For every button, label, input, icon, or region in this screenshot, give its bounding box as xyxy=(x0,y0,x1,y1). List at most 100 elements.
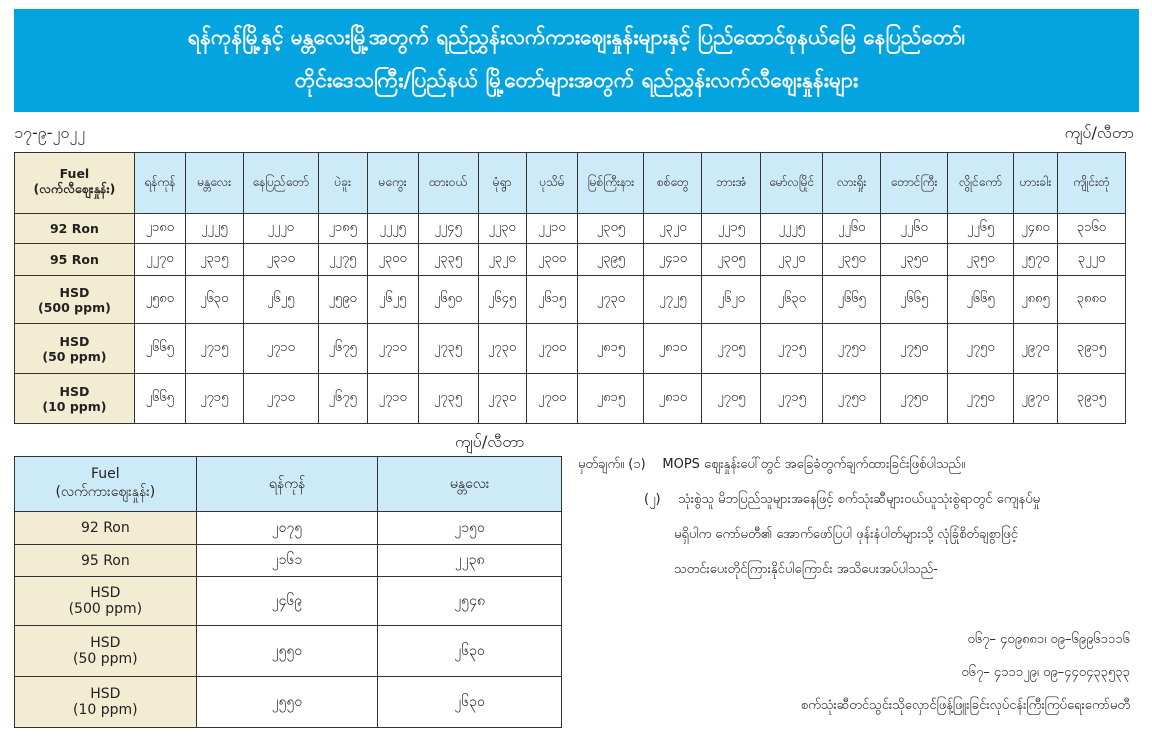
fuel-type: HSD (10 ppm) xyxy=(14,373,135,424)
price-cell: ၂၃၀၀ xyxy=(525,243,579,276)
table-row: 95 Ron ၂၁၆၁ ၂၂၃၈ xyxy=(14,544,562,577)
fuel-name: HSD xyxy=(59,284,90,300)
table-row: HSD (10 ppm) ၂၅၅၀ ၂၆၃၀ xyxy=(14,676,562,728)
price-cell: ၂၂၇၀ xyxy=(133,243,186,276)
city-header: လားရှိုး xyxy=(822,152,882,214)
notes: မှတ်ချက်။ (၁) MOPS ဈေးနှုန်းပေါ်တွင် အခြ… xyxy=(578,447,1138,587)
fuel-name: HSD xyxy=(90,686,121,702)
price-cell: ၂၆၆၅ xyxy=(880,275,949,324)
price-cell: ၂၂၂၅ xyxy=(184,213,244,244)
price-cell: ၂၇၁၅ xyxy=(184,323,244,374)
city-header: ဟားခါး xyxy=(1012,152,1058,214)
title-banner: ရန်ကုန်မြို့နှင့် မန္တလေးမြို့အတွက် ရည်ည… xyxy=(14,9,1139,112)
price-cell: ၂၂၂၀ xyxy=(242,213,319,244)
fuel-grade: (50 ppm) xyxy=(42,348,107,364)
fuel-type: HSD (10 ppm) xyxy=(14,676,197,728)
note-number: (၂) xyxy=(644,492,661,507)
note-text: MOPS ဈေးနှုန်းပေါ်တွင် အခြေခံတွက်ချက်ထား… xyxy=(662,457,966,472)
price-cell: ၂၀၇၅ xyxy=(195,511,379,545)
price-cell: ၂၆၆၅ xyxy=(947,275,1014,324)
price-cell: ၂၁၈၅ xyxy=(317,213,368,244)
contact-block: ၀၆၇– ၄၀၉၈၈၁၊ ၀၉–၆၉၉၆၁၁၁၆ ၀၆၇– ၄၁၁၁၂၉၊ ၀၉… xyxy=(801,623,1130,722)
fuel-header-label: Fuel xyxy=(91,465,120,482)
price-cell: ၂၇၀၅ xyxy=(701,373,762,424)
note-text: မရှိပါက ကော်မတီ၏ အောက်ဖော်ပြပါ ဖုန်းနံပါ… xyxy=(674,527,1018,542)
price-cell: ၂၆၂၀ xyxy=(701,275,762,324)
price-cell: ၃၂၂၀ xyxy=(1056,243,1127,276)
committee-name: စက်သုံးဆီတင်သွင်းသိုလှောင်ဖြန့်ဖြူးခြင်း… xyxy=(800,698,1130,713)
price-cell: ၂၃၀၅ xyxy=(701,243,762,276)
price-cell: ၂၃၉၅ xyxy=(577,243,645,276)
fuel-name: 92 Ron xyxy=(80,520,130,536)
price-cell: ၃၈၈၀ xyxy=(1056,275,1127,324)
price-cell: ၂၃၅၀ xyxy=(822,243,882,276)
price-cell: ၂၁၈၀ xyxy=(133,213,186,244)
price-cell: ၂၂၄၅ xyxy=(417,213,479,244)
price-cell: ၂၃၅၀ xyxy=(880,243,949,276)
phone-line: ၀၆၇– ၄၁၁၁၂၉၊ ၀၉–၄၄၀၄၃၃၅၃၃ xyxy=(961,665,1130,680)
city-header: ရန်ကုန် xyxy=(133,152,186,214)
city-header: မော်လမြိုင် xyxy=(760,152,824,214)
price-cell: ၂၇၃၅ xyxy=(417,373,479,424)
price-cell: ၂၇၀၀ xyxy=(525,323,579,374)
price-cell: ၂၆၆၅ xyxy=(822,275,882,324)
price-cell: ၂၆၆၅ xyxy=(133,323,186,374)
city-header: မန္တလေး xyxy=(377,456,562,512)
city-header: မကွေး xyxy=(366,152,419,214)
note-text: သုံးစွဲသူ မိဘပြည်သူများအနေဖြင့် စက်သုံးဆ… xyxy=(678,492,1041,507)
price-cell: ၂၇၀၅ xyxy=(701,323,762,374)
price-cell: ၂၄၆၉ xyxy=(195,576,379,626)
table-row: 92 Ron ၂၀၇၅ ၂၁၅၀ xyxy=(14,511,562,545)
fuel-header: Fuel (လက်လီဈေးနှုန်း) xyxy=(14,152,135,214)
price-cell: ၃၁၆၀ xyxy=(1056,213,1127,244)
fuel-type: HSD (50 ppm) xyxy=(14,323,135,374)
fuel-grade: (500 ppm) xyxy=(68,601,143,617)
price-cell: ၂၆၃၀ xyxy=(377,676,562,728)
table-row: 95 Ron ၂၂၇၀ ၂၃၁၅ ၂၃၁၀ ၂၂၇၅ ၂၃၀၀ ၂၃၃၅ ၂၃၂၀ ၂၃၀၀ ၂၃… xyxy=(14,243,1127,276)
price-cell: ၂၆၃၀ xyxy=(377,625,562,677)
price-cell: ၂၂၂၅ xyxy=(366,213,419,244)
price-cell: ၂၆၆၅ xyxy=(133,373,186,424)
price-cell: ၂၅၄၈ xyxy=(377,576,562,626)
table-row: HSD (10 ppm) ၂၆၆၅ ၂၇၁၅ ၂၇၁၀ ၂၆၇၅ ၂၇၁၀ ၂၇၃၅ ၂၇၃၀၂… xyxy=(14,373,1127,424)
fuel-grade: (500 ppm) xyxy=(38,299,111,315)
city-header: စစ်တွေ xyxy=(643,152,703,214)
price-cell: ၂၈၁၀ xyxy=(643,323,703,374)
fuel-name: 95 Ron xyxy=(80,552,130,569)
fuel-grade: (10 ppm) xyxy=(42,398,107,414)
fuel-grade: (10 ppm) xyxy=(73,702,138,718)
fuel-grade: (50 ppm) xyxy=(73,651,138,667)
price-cell: ၂၃၀၀ xyxy=(366,243,419,276)
city-header: ရန်ကုန် xyxy=(195,456,379,512)
price-cell: ၂၆၇၅ xyxy=(317,323,368,374)
price-cell: ၂၇၅၀ xyxy=(880,323,949,374)
table-row: 92 Ron ၂၁၈၀ ၂၂၂၅ ၂၂၂၀ ၂၁၈၅ ၂၂၂၅ ၂၂၄၅ ၂၂၃၀ ၂၂၁၀ ၂၃… xyxy=(14,213,1127,244)
note-text: သတင်းပေးတိုင်ကြားနိုင်ပါကြောင်း အသိပေးအပ… xyxy=(674,562,938,577)
fuel-name: 95 Ron xyxy=(49,252,99,267)
price-cell: ၂၆၇၅ xyxy=(317,373,368,424)
fuel-type: HSD (500 ppm) xyxy=(14,275,135,324)
fuel-header-label: Fuel xyxy=(59,166,90,181)
price-cell: ၂၇၅၀ xyxy=(822,373,882,424)
price-cell: ၂၂၃၀ xyxy=(477,213,527,244)
price-cell: ၂၆၃၀ xyxy=(760,275,824,324)
price-cell: ၂၈၁၅ xyxy=(577,323,645,374)
price-cell: ၂၃၁၀ xyxy=(242,243,319,276)
price-cell: ၂၇၁၅ xyxy=(760,323,824,374)
fuel-type: 92 Ron xyxy=(14,511,197,545)
price-cell: ၂၆၂၅ xyxy=(366,275,419,324)
price-cell: ၂၆၅၀ xyxy=(417,275,479,324)
price-cell: ၂၁၆၁ xyxy=(195,544,379,577)
price-cell: ၂၇၅၀ xyxy=(947,323,1014,374)
city-header: ပုသိမ် xyxy=(525,152,579,214)
price-cell: ၂၅၅၀ xyxy=(195,676,379,728)
price-cell: ၂၈၈၅ xyxy=(1012,275,1058,324)
price-cell: ၂၇၁၀ xyxy=(366,373,419,424)
price-cell: ၂၃၂၀ xyxy=(760,243,824,276)
fuel-type: HSD (50 ppm) xyxy=(14,625,197,677)
price-cell: ၂၁၅၀ xyxy=(377,511,562,545)
price-cell: ၃၉၁၅ xyxy=(1056,373,1127,424)
unit-label-wholesale: ကျပ်/လီတာ xyxy=(455,432,525,451)
fuel-name: 92 Ron xyxy=(49,221,99,236)
price-cell: ၂၉၇၀ xyxy=(1012,323,1058,374)
